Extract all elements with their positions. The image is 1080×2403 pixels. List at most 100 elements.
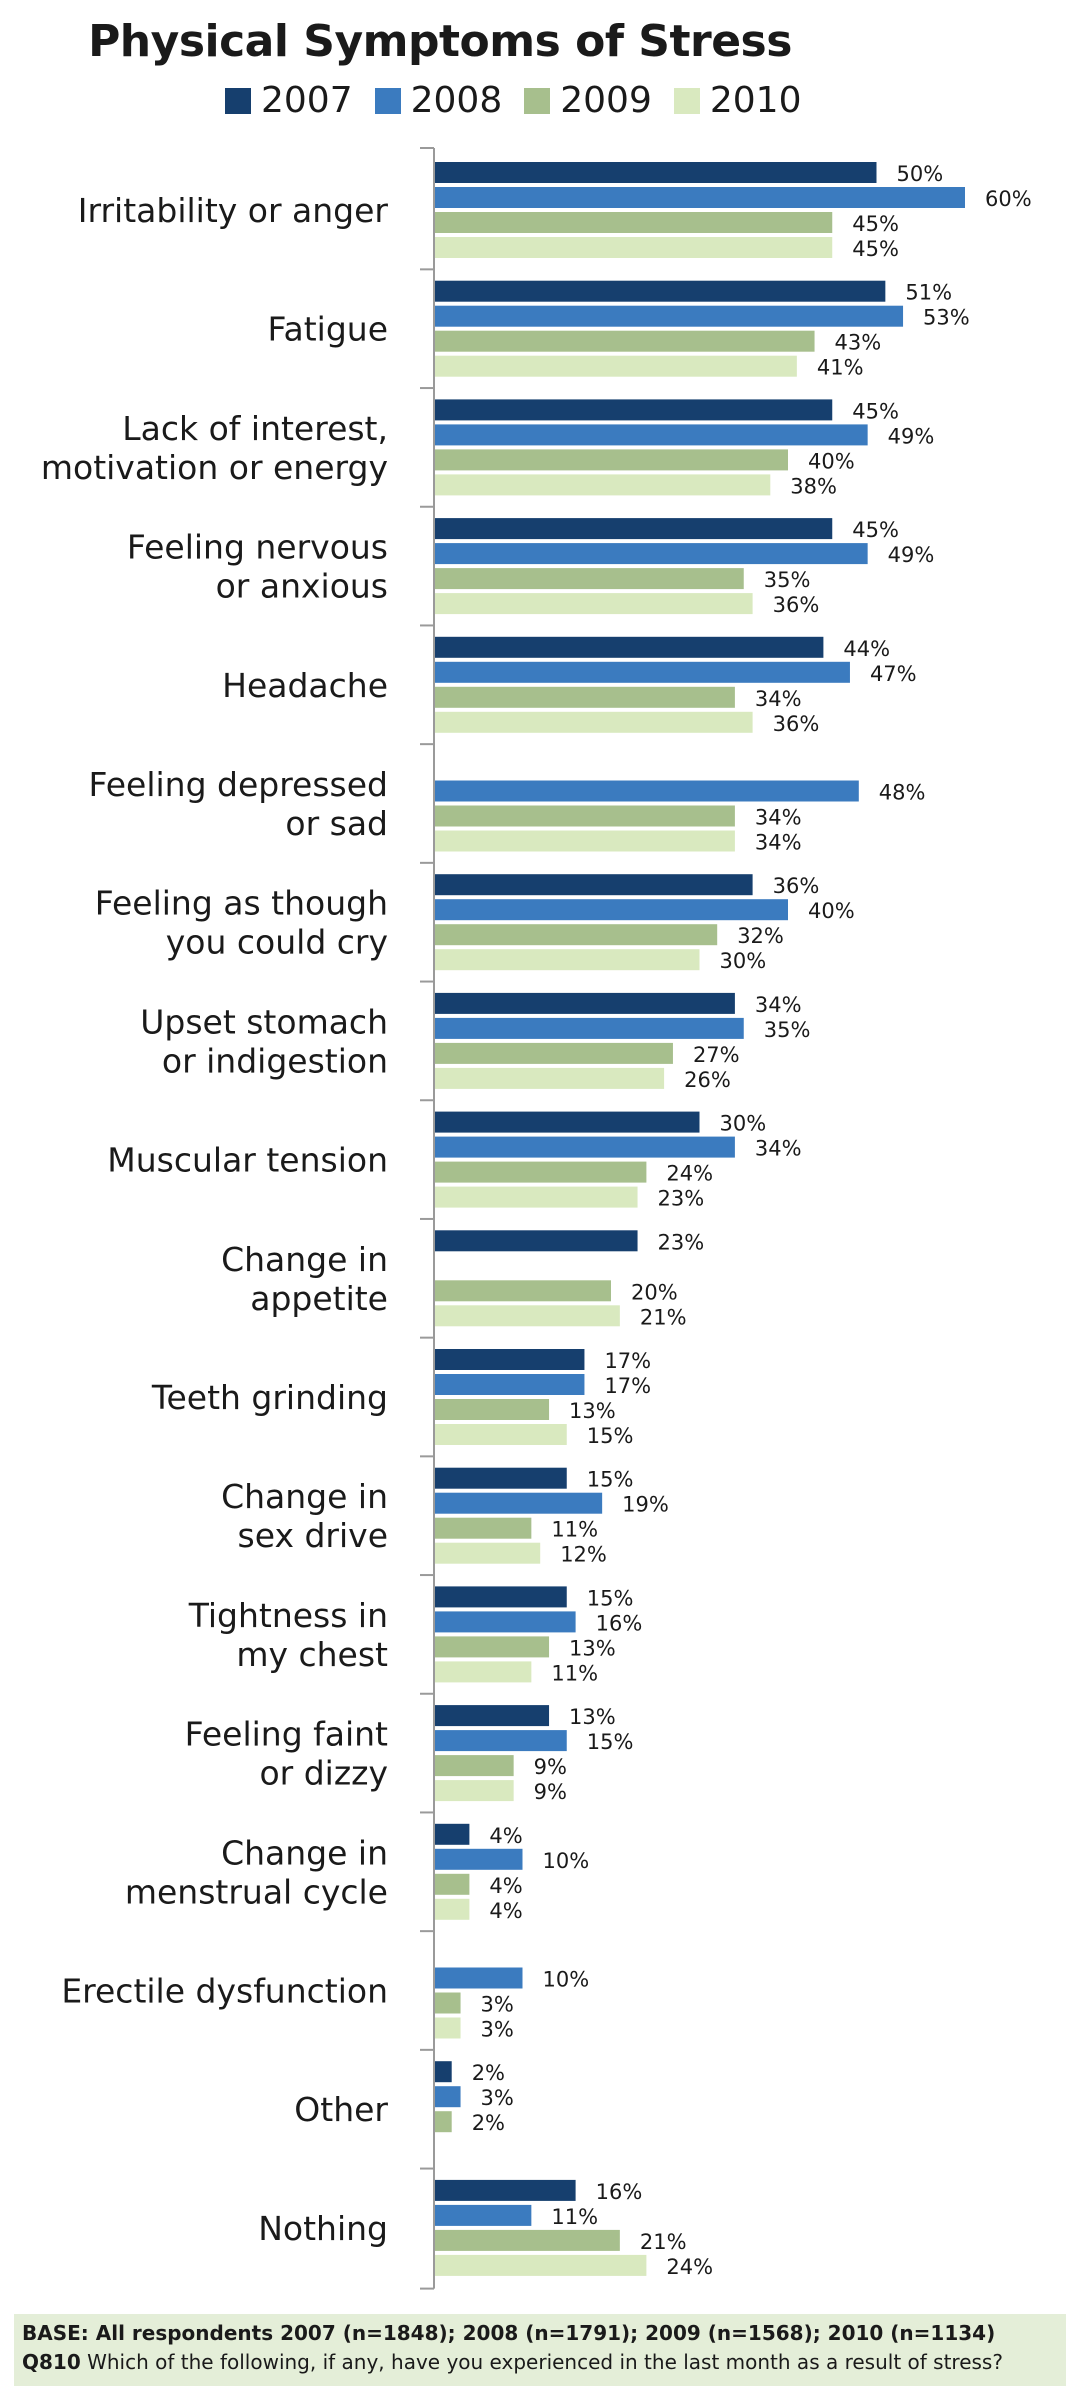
data-label-2008: 47% (870, 662, 917, 686)
bar-2007 (434, 1467, 567, 1489)
category-label: Feeling as though (95, 884, 388, 923)
bar-2010 (434, 2017, 461, 2039)
bar-2008 (434, 899, 788, 921)
legend-label-2009: 2009 (560, 80, 652, 121)
footnote-question-id: Q810 (22, 2350, 81, 2374)
data-label-2007: 45% (852, 399, 899, 423)
data-label-2008: 3% (481, 2086, 514, 2110)
category-label: Headache (222, 666, 388, 705)
category-label: Change in (221, 1833, 388, 1872)
footnote-base-text: BASE: All respondents 2007 (n=1848); 200… (22, 2321, 996, 2345)
data-label-2007: 45% (852, 518, 899, 542)
bar-2008 (434, 2086, 461, 2108)
category-label: Muscular tension (107, 1141, 388, 1180)
bar-2007 (434, 1586, 567, 1608)
data-label-2009: 4% (489, 1874, 522, 1898)
data-label-2008: 48% (879, 781, 926, 805)
bar-2007 (434, 1349, 585, 1370)
data-label-2009: 3% (481, 1993, 514, 2017)
data-label-2009: 43% (835, 331, 882, 355)
category-label: appetite (250, 1279, 388, 1318)
data-label-2009: 9% (534, 1755, 567, 1779)
data-label-2010: 11% (551, 1661, 598, 1685)
legend-swatch-2010 (673, 87, 700, 114)
category-label: Tightness in (188, 1596, 388, 1635)
bar-2008 (434, 1848, 523, 1870)
bar-2009 (434, 1399, 550, 1420)
bar-2009 (434, 568, 744, 590)
data-label-2008: 35% (764, 1018, 811, 1042)
bar-2010 (434, 1186, 638, 1208)
bar-2007 (434, 1111, 700, 1133)
legend-swatch-2009 (524, 87, 551, 114)
data-label-2010: 12% (560, 1543, 607, 1567)
bar-2010 (434, 711, 753, 733)
data-label-2007: 44% (843, 637, 890, 661)
bar-2010 (434, 1542, 541, 1564)
data-label-2007: 13% (569, 1705, 616, 1729)
bar-2009 (434, 1517, 532, 1539)
bar-2007 (434, 1705, 550, 1727)
data-label-2007: 50% (897, 162, 944, 186)
data-label-2010: 36% (773, 593, 820, 617)
bar-2009 (434, 1280, 611, 1302)
bar-2009 (434, 1636, 550, 1658)
category-label: Feeling nervous (127, 528, 388, 567)
data-label-2009: 21% (640, 2230, 687, 2254)
category-label: Feeling depressed (89, 765, 388, 804)
data-label-2007: 36% (773, 874, 820, 898)
bar-2008 (434, 1136, 735, 1158)
legend-swatch-2007 (225, 87, 251, 114)
category-label: or sad (285, 804, 388, 843)
bar-2007 (434, 2179, 576, 2201)
bar-2010 (434, 593, 753, 615)
category-label: my chest (236, 1635, 388, 1674)
bar-2008 (434, 543, 868, 565)
data-label-2008: 53% (923, 306, 970, 330)
data-label-2008: 34% (755, 1137, 802, 1161)
bar-2009 (434, 212, 833, 233)
data-label-2007: 15% (587, 1468, 634, 1492)
bar-2007 (434, 162, 877, 183)
bar-2008 (434, 1017, 744, 1039)
data-label-2010: 4% (489, 1899, 522, 1923)
chart-title: Physical Symptoms of Stress (88, 16, 792, 67)
category-label: Irritability or anger (78, 191, 389, 230)
bar-2008 (434, 1374, 585, 1395)
data-label-2009: 24% (666, 1162, 713, 1186)
bar-2008 (434, 2204, 532, 2226)
data-label-2010: 15% (587, 1424, 634, 1448)
data-label-2008: 49% (888, 543, 935, 567)
category-label: sex drive (238, 1516, 388, 1555)
bar-2010 (434, 2254, 647, 2276)
bar-2008 (434, 1611, 576, 1633)
data-label-2007: 30% (720, 1112, 767, 1136)
category-label: Erectile dysfunction (61, 1972, 388, 2011)
bar-2010 (434, 474, 771, 496)
legend-item-2010: 2010 (673, 80, 802, 121)
data-label-2008: 40% (808, 899, 855, 923)
category-label: Upset stomach (140, 1002, 388, 1041)
data-label-2010: 26% (684, 1068, 731, 1092)
legend-item-2007: 2007 (225, 80, 353, 121)
bar-2007 (434, 399, 833, 421)
category-label: Change in (221, 1240, 388, 1279)
category-label: Feeling faint (185, 1715, 388, 1754)
legend-label-2007: 2007 (261, 80, 353, 121)
category-label: or dizzy (259, 1754, 388, 1793)
data-label-2010: 30% (720, 949, 767, 973)
bar-2009 (434, 924, 718, 946)
bar-2010 (434, 830, 735, 852)
bar-2009 (434, 1992, 461, 2014)
bar-2010 (434, 949, 700, 971)
footnote-question-text: Which of the following, if any, have you… (87, 2350, 1003, 2374)
bar-2007 (434, 1230, 638, 1252)
legend-swatch-2008 (374, 87, 401, 114)
bar-2009 (434, 805, 735, 827)
bar-2009 (434, 1873, 470, 1895)
data-label-2009: 13% (569, 1399, 616, 1423)
bar-2008 (434, 780, 859, 802)
data-label-2007: 15% (587, 1586, 634, 1610)
bar-2010 (434, 1305, 620, 1327)
data-label-2010: 34% (755, 831, 802, 855)
